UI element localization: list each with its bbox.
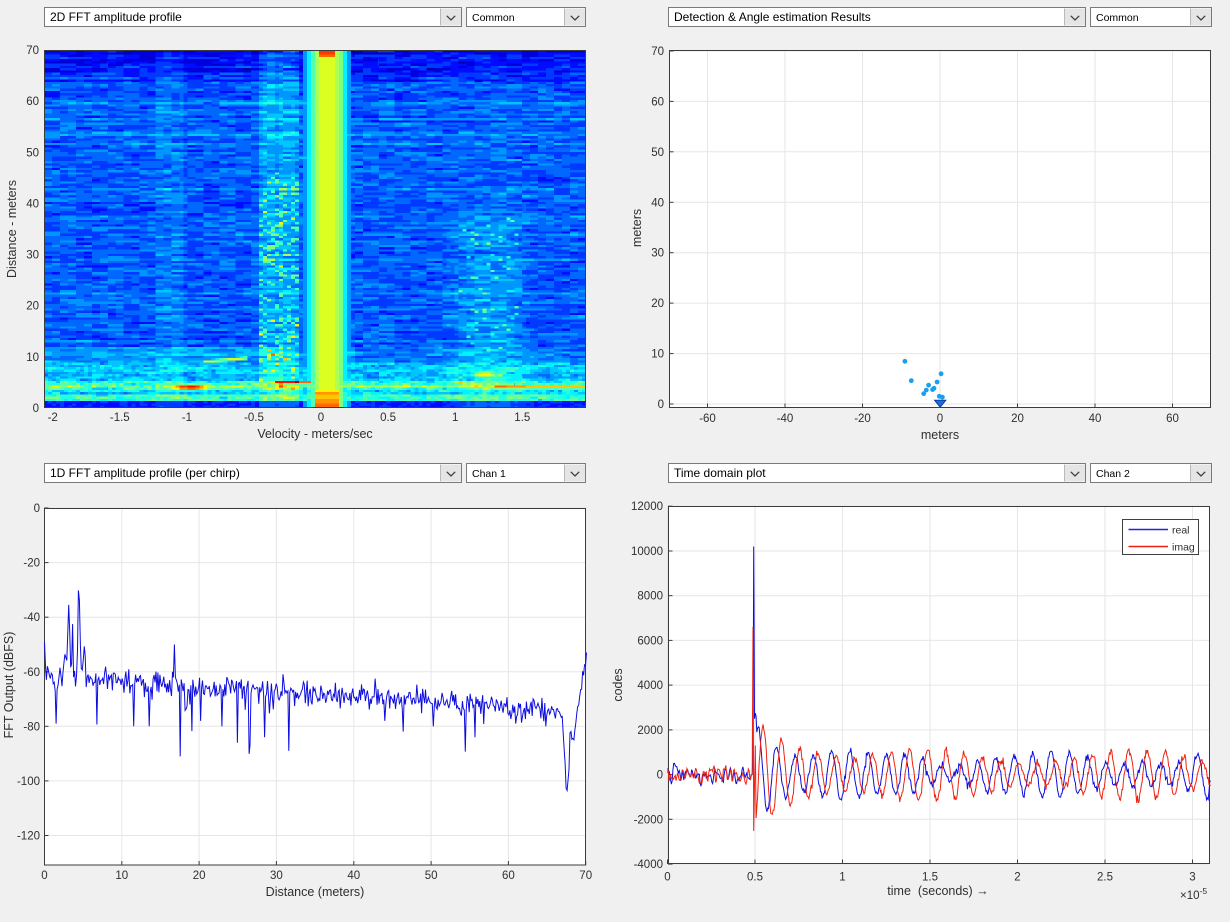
svg-text:1D FFT amplitude profile (per: 1D FFT amplitude profile (per chirp) <box>50 466 240 480</box>
svg-text:1.5: 1.5 <box>514 412 530 424</box>
svg-text:8000: 8000 <box>637 591 663 603</box>
svg-text:0: 0 <box>33 403 39 415</box>
svg-text:FFT Output (dBFS): FFT Output (dBFS) <box>2 632 16 739</box>
svg-text:20: 20 <box>1011 413 1024 425</box>
svg-text:time (seconds) →: time (seconds) → <box>887 884 988 898</box>
svg-text:4000: 4000 <box>637 680 663 692</box>
svg-text:-1.5: -1.5 <box>110 412 130 424</box>
svg-text:60: 60 <box>26 96 39 108</box>
svg-text:0: 0 <box>318 412 324 424</box>
svg-text:6000: 6000 <box>637 635 663 647</box>
svg-text:10: 10 <box>115 870 128 882</box>
svg-text:50: 50 <box>26 147 39 159</box>
svg-text:-1: -1 <box>182 412 192 424</box>
svg-text:-100: -100 <box>17 776 40 788</box>
svg-text:2: 2 <box>1014 872 1020 884</box>
svg-text:30: 30 <box>651 248 664 260</box>
svg-text:imag: imag <box>1172 542 1195 554</box>
svg-text:Distance - meters: Distance - meters <box>5 180 19 278</box>
svg-text:-0.5: -0.5 <box>244 412 264 424</box>
svg-text:60: 60 <box>651 96 664 108</box>
svg-text:-60: -60 <box>23 667 40 679</box>
svg-text:0: 0 <box>41 870 47 882</box>
svg-text:codes: codes <box>611 668 625 701</box>
svg-text:Time domain plot: Time domain plot <box>674 466 766 480</box>
svg-text:20: 20 <box>651 298 664 310</box>
svg-text:70: 70 <box>579 870 592 882</box>
svg-text:Distance (meters): Distance (meters) <box>266 885 365 899</box>
svg-text:0.5: 0.5 <box>380 412 396 424</box>
svg-text:real: real <box>1172 525 1190 537</box>
svg-text:Common: Common <box>1096 12 1139 24</box>
svg-text:2D FFT amplitude profile: 2D FFT amplitude profile <box>50 10 182 24</box>
svg-text:meters: meters <box>630 209 644 247</box>
svg-text:20: 20 <box>193 870 206 882</box>
svg-text:-40: -40 <box>777 413 794 425</box>
svg-text:60: 60 <box>502 870 515 882</box>
svg-text:20: 20 <box>26 301 39 313</box>
svg-text:12000: 12000 <box>631 501 663 513</box>
svg-text:-20: -20 <box>854 413 871 425</box>
svg-text:-120: -120 <box>17 831 40 843</box>
svg-text:0: 0 <box>937 413 943 425</box>
svg-text:1: 1 <box>839 872 845 884</box>
svg-text:50: 50 <box>425 870 438 882</box>
svg-text:30: 30 <box>26 250 39 262</box>
svg-text:40: 40 <box>347 870 360 882</box>
svg-text:-2000: -2000 <box>634 814 663 826</box>
svg-text:0: 0 <box>664 872 670 884</box>
svg-text:40: 40 <box>1089 413 1102 425</box>
svg-text:Detection & Angle estimation R: Detection & Angle estimation Results <box>674 10 871 24</box>
svg-text:-40: -40 <box>23 612 40 624</box>
svg-text:-20: -20 <box>23 558 40 570</box>
svg-text:-2: -2 <box>48 412 58 424</box>
svg-text:Common: Common <box>472 12 515 24</box>
svg-text:-4000: -4000 <box>634 859 663 871</box>
svg-text:meters: meters <box>921 428 959 442</box>
svg-text:Chan 2: Chan 2 <box>1096 468 1130 480</box>
svg-text:70: 70 <box>26 45 39 57</box>
svg-text:30: 30 <box>270 870 283 882</box>
svg-text:40: 40 <box>26 198 39 210</box>
svg-text:70: 70 <box>651 46 664 58</box>
svg-text:0: 0 <box>34 503 40 515</box>
svg-text:10: 10 <box>26 352 39 364</box>
svg-text:Velocity - meters/sec: Velocity - meters/sec <box>257 427 372 441</box>
svg-text:1: 1 <box>452 412 458 424</box>
svg-text:10000: 10000 <box>631 546 663 558</box>
svg-text:1.5: 1.5 <box>922 872 938 884</box>
svg-text:0: 0 <box>657 770 663 782</box>
svg-text:-60: -60 <box>699 413 716 425</box>
svg-text:60: 60 <box>1166 413 1179 425</box>
svg-text:2.5: 2.5 <box>1097 872 1113 884</box>
svg-text:0.5: 0.5 <box>747 872 763 884</box>
svg-text:2000: 2000 <box>637 725 663 737</box>
svg-text:Chan 1: Chan 1 <box>472 468 506 480</box>
svg-text:-80: -80 <box>23 721 40 733</box>
svg-text:10: 10 <box>651 349 664 361</box>
svg-text:40: 40 <box>651 197 664 209</box>
svg-text:3: 3 <box>1189 872 1195 884</box>
svg-text:0: 0 <box>658 399 664 411</box>
svg-text:50: 50 <box>651 147 664 159</box>
